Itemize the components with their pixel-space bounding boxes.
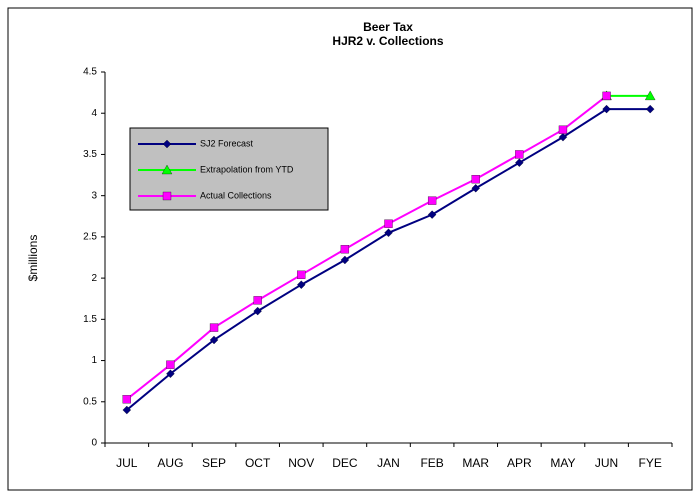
marker [515, 158, 524, 167]
y-tick-label: 1.5 [83, 314, 97, 325]
y-tick-label: 0.5 [83, 396, 97, 407]
marker [161, 164, 173, 175]
x-tick-label: JUL [116, 456, 138, 470]
marker [471, 175, 480, 184]
y-tick-label: 0 [91, 438, 97, 449]
y-tick-label: 4 [91, 108, 97, 119]
marker [558, 125, 568, 134]
marker [122, 395, 131, 404]
y-tick-label: 3 [91, 190, 97, 201]
marker [166, 360, 175, 369]
marker [122, 405, 132, 415]
y-tick-label: 2 [91, 273, 97, 284]
legend-label: SJ2 Forecast [200, 138, 254, 148]
y-tick-label: 4.5 [83, 67, 97, 78]
x-tick-label: MAY [550, 456, 575, 470]
y-tick-label: 1 [91, 355, 97, 366]
x-tick-label: SEP [202, 456, 226, 470]
x-tick-label: MAR [462, 456, 489, 470]
marker [340, 255, 350, 265]
x-tick-label: JAN [377, 456, 400, 470]
marker [515, 150, 524, 159]
marker [644, 90, 656, 101]
marker [209, 335, 219, 345]
chart-frame [7, 7, 693, 491]
marker [384, 219, 393, 228]
y-tick-label: 3.5 [83, 149, 97, 160]
marker [297, 270, 306, 279]
x-tick-label: NOV [288, 456, 314, 470]
marker [471, 184, 480, 193]
marker [209, 323, 219, 332]
marker [558, 132, 568, 142]
x-tick-label: DEC [332, 456, 358, 470]
marker [384, 228, 393, 237]
marker [602, 91, 611, 101]
marker [162, 191, 172, 201]
x-tick-label: FEB [420, 456, 443, 470]
x-tick-label: AUG [157, 456, 183, 470]
marker [297, 280, 306, 289]
x-tick-label: OCT [245, 456, 271, 470]
chart-title: Beer Tax [363, 20, 413, 34]
marker [162, 139, 172, 149]
marker [427, 196, 437, 205]
marker [166, 369, 175, 378]
x-tick-label: JUN [595, 456, 618, 470]
x-tick-label: FYE [639, 456, 662, 470]
marker [340, 245, 350, 254]
series-line [126, 95, 608, 401]
y-axis-label: $millions [26, 235, 40, 282]
legend-label: Extrapolation from YTD [200, 164, 294, 174]
y-tick-label: 2.5 [83, 232, 97, 243]
marker [253, 306, 262, 316]
x-tick-label: APR [507, 456, 532, 470]
marker [253, 296, 262, 305]
legend-label: Actual Collections [200, 190, 272, 200]
marker [602, 104, 611, 114]
marker [427, 210, 437, 219]
chart-subtitle: HJR2 v. Collections [332, 34, 443, 48]
marker [645, 104, 655, 114]
